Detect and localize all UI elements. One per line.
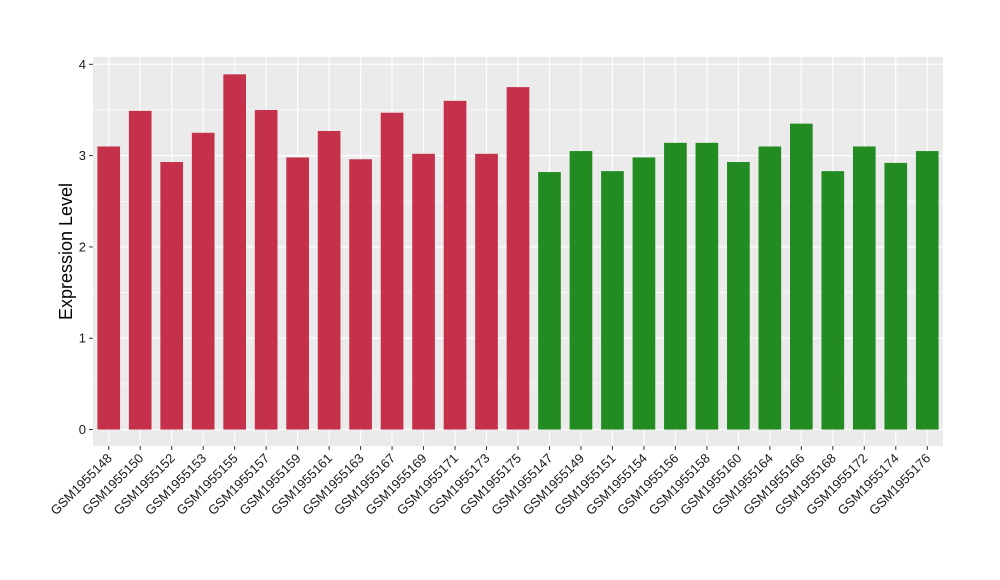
bar-GSM1955154 — [632, 157, 656, 430]
bar-GSM1955157 — [254, 109, 278, 430]
bar-GSM1955171 — [443, 100, 467, 430]
bar-GSM1955148 — [97, 146, 121, 430]
bar-GSM1955156 — [664, 142, 687, 430]
bar-GSM1955149 — [569, 151, 593, 430]
bar-GSM1955150 — [128, 110, 152, 430]
bar-GSM1955160 — [727, 162, 750, 430]
y-tick-label: 0 — [79, 422, 86, 437]
bar-GSM1955163 — [349, 159, 372, 430]
y-axis: 0 1 2 3 4 — [79, 57, 93, 437]
y-tick-label: 4 — [79, 57, 86, 72]
bar-GSM1955173 — [475, 153, 498, 430]
bar-GSM1955147 — [538, 172, 561, 430]
bar-GSM1955175 — [506, 87, 530, 430]
bar-GSM1955166 — [790, 123, 813, 430]
bar-GSM1955159 — [286, 157, 309, 430]
bar-GSM1955172 — [852, 146, 876, 430]
x-axis: GSM1955148GSM1955150GSM1955152GSM1955153… — [48, 446, 933, 518]
y-tick-label: 3 — [79, 148, 86, 163]
bars — [97, 74, 939, 430]
y-tick-label: 2 — [79, 239, 86, 254]
bar-GSM1955153 — [191, 132, 215, 430]
bar-GSM1955174 — [884, 162, 908, 430]
bar-GSM1955155 — [223, 74, 246, 430]
bar-GSM1955168 — [821, 171, 845, 430]
bar-GSM1955158 — [695, 142, 719, 430]
bar-GSM1955152 — [160, 162, 184, 430]
bar-GSM1955176 — [915, 151, 939, 430]
bar-GSM1955164 — [758, 146, 782, 430]
bar-GSM1955167 — [380, 112, 404, 430]
bar-GSM1955151 — [601, 171, 624, 430]
bar-GSM1955161 — [317, 130, 341, 430]
y-axis-title: Expression Level — [56, 183, 76, 320]
bar-GSM1955169 — [412, 153, 435, 430]
y-tick-label: 1 — [79, 331, 86, 346]
